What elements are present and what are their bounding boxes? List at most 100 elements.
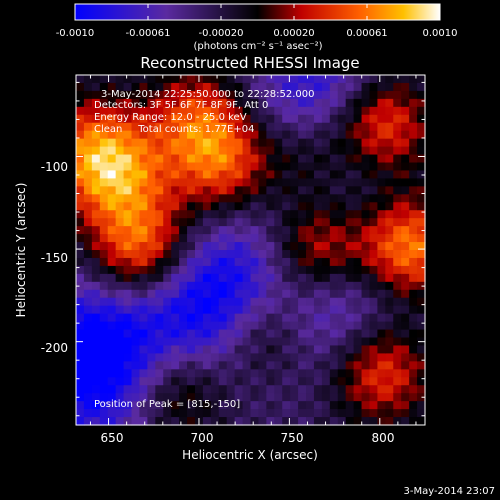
heatmap-cell [250, 202, 260, 211]
heatmap-cell [401, 234, 410, 243]
heatmap-cell [313, 194, 323, 203]
heatmap-cell [218, 226, 228, 235]
heatmap-cell [171, 122, 180, 132]
heatmap-cell [329, 242, 339, 251]
heatmap-cell [76, 186, 85, 195]
heatmap-cell [218, 361, 228, 370]
heatmap-cell [194, 114, 204, 124]
heatmap-cell [139, 202, 148, 211]
heatmap-cell [393, 178, 402, 187]
heatmap-cell [131, 281, 141, 291]
heatmap-cell [345, 401, 355, 410]
heatmap-cell [409, 305, 418, 315]
heatmap-cell [409, 82, 418, 92]
heatmap-cell [163, 234, 172, 243]
heatmap-cell [377, 313, 386, 323]
heatmap-cell [123, 329, 133, 339]
heatmap-cell [210, 226, 220, 235]
heatmap-cell [234, 281, 244, 291]
heatmap-cell [290, 202, 299, 211]
heatmap-cell [187, 250, 196, 259]
heatmap-cell [369, 409, 379, 418]
heatmap-cell [187, 90, 196, 100]
heatmap-cell [266, 82, 275, 92]
heatmap-cell [123, 210, 133, 219]
heatmap-cell [210, 377, 220, 386]
heatmap-cell [361, 361, 371, 370]
heatmap-cell [313, 337, 323, 347]
colorbar-tick-label: -0.00061 [126, 28, 171, 39]
heatmap-cell [187, 242, 196, 251]
heatmap-cell [258, 297, 267, 307]
heatmap-cell [290, 385, 299, 394]
heatmap-cell [321, 265, 331, 275]
heatmap-cell [242, 401, 252, 410]
heatmap-cell [155, 409, 164, 418]
heatmap-cell [187, 154, 196, 164]
heatmap-cell [409, 146, 418, 156]
heatmap-cell [393, 313, 402, 323]
heatmap-cell [306, 297, 315, 307]
heatmap-cell [210, 257, 220, 267]
heatmap-cell [187, 289, 196, 299]
heatmap-cell [250, 82, 260, 92]
heatmap-cell [202, 337, 212, 347]
heatmap-cell [107, 281, 117, 291]
heatmap-cell [369, 257, 379, 267]
heatmap-cell [385, 194, 394, 203]
heatmap-cell [202, 250, 212, 259]
heatmap-cell [313, 409, 323, 418]
heatmap-cell [306, 265, 315, 275]
heatmap-cell [313, 321, 323, 331]
heatmap-cell [171, 401, 180, 410]
heatmap-cell [155, 234, 164, 243]
heatmap-cell [337, 281, 347, 291]
heatmap-cell [179, 130, 188, 140]
heatmap-cell [179, 202, 188, 211]
heatmap-cell [282, 305, 291, 315]
heatmap-cell [417, 114, 426, 124]
heatmap-cell [329, 369, 339, 378]
heatmap-cell [377, 75, 386, 84]
heatmap-cell [345, 377, 355, 386]
heatmap-cell [91, 273, 101, 283]
heatmap-cell [329, 122, 339, 132]
heatmap-cell [202, 257, 212, 267]
heatmap-cell [131, 305, 141, 315]
heatmap-cell [258, 154, 267, 164]
heatmap-cell [179, 305, 188, 315]
heatmap-cell [337, 210, 347, 219]
heatmap-cell [131, 170, 141, 179]
heatmap-cell [321, 75, 331, 84]
heatmap-cell [313, 82, 323, 92]
heatmap-cell [377, 289, 386, 299]
heatmap-cell [107, 202, 117, 211]
heatmap-cell [76, 202, 85, 211]
heatmap-cell [163, 162, 172, 172]
heatmap-cell [274, 345, 283, 354]
heatmap-cell [250, 297, 260, 307]
heatmap-cell [226, 186, 236, 195]
heatmap-cell [76, 122, 85, 132]
heatmap-cell [321, 122, 331, 132]
heatmap-cell [83, 114, 93, 124]
heatmap-cell [385, 281, 394, 291]
heatmap-cell [218, 321, 228, 331]
heatmap-cell [194, 154, 204, 164]
heatmap-cell [218, 273, 228, 283]
heatmap-cell [147, 273, 156, 283]
heatmap-cell [290, 178, 299, 187]
heatmap-cell [115, 75, 125, 84]
heatmap-cell [298, 234, 307, 243]
heatmap-cell [258, 313, 267, 323]
heatmap-cell [210, 154, 220, 164]
heatmap-cell [369, 218, 379, 227]
heatmap-cell [210, 122, 220, 132]
heatmap-cell [345, 210, 355, 219]
heatmap-cell [377, 361, 386, 370]
heatmap-cell [353, 154, 363, 164]
heatmap-cell [313, 361, 323, 370]
x-tick-label: 700 [191, 431, 214, 445]
heatmap-cell [401, 130, 410, 140]
heatmap-cell [131, 154, 141, 164]
